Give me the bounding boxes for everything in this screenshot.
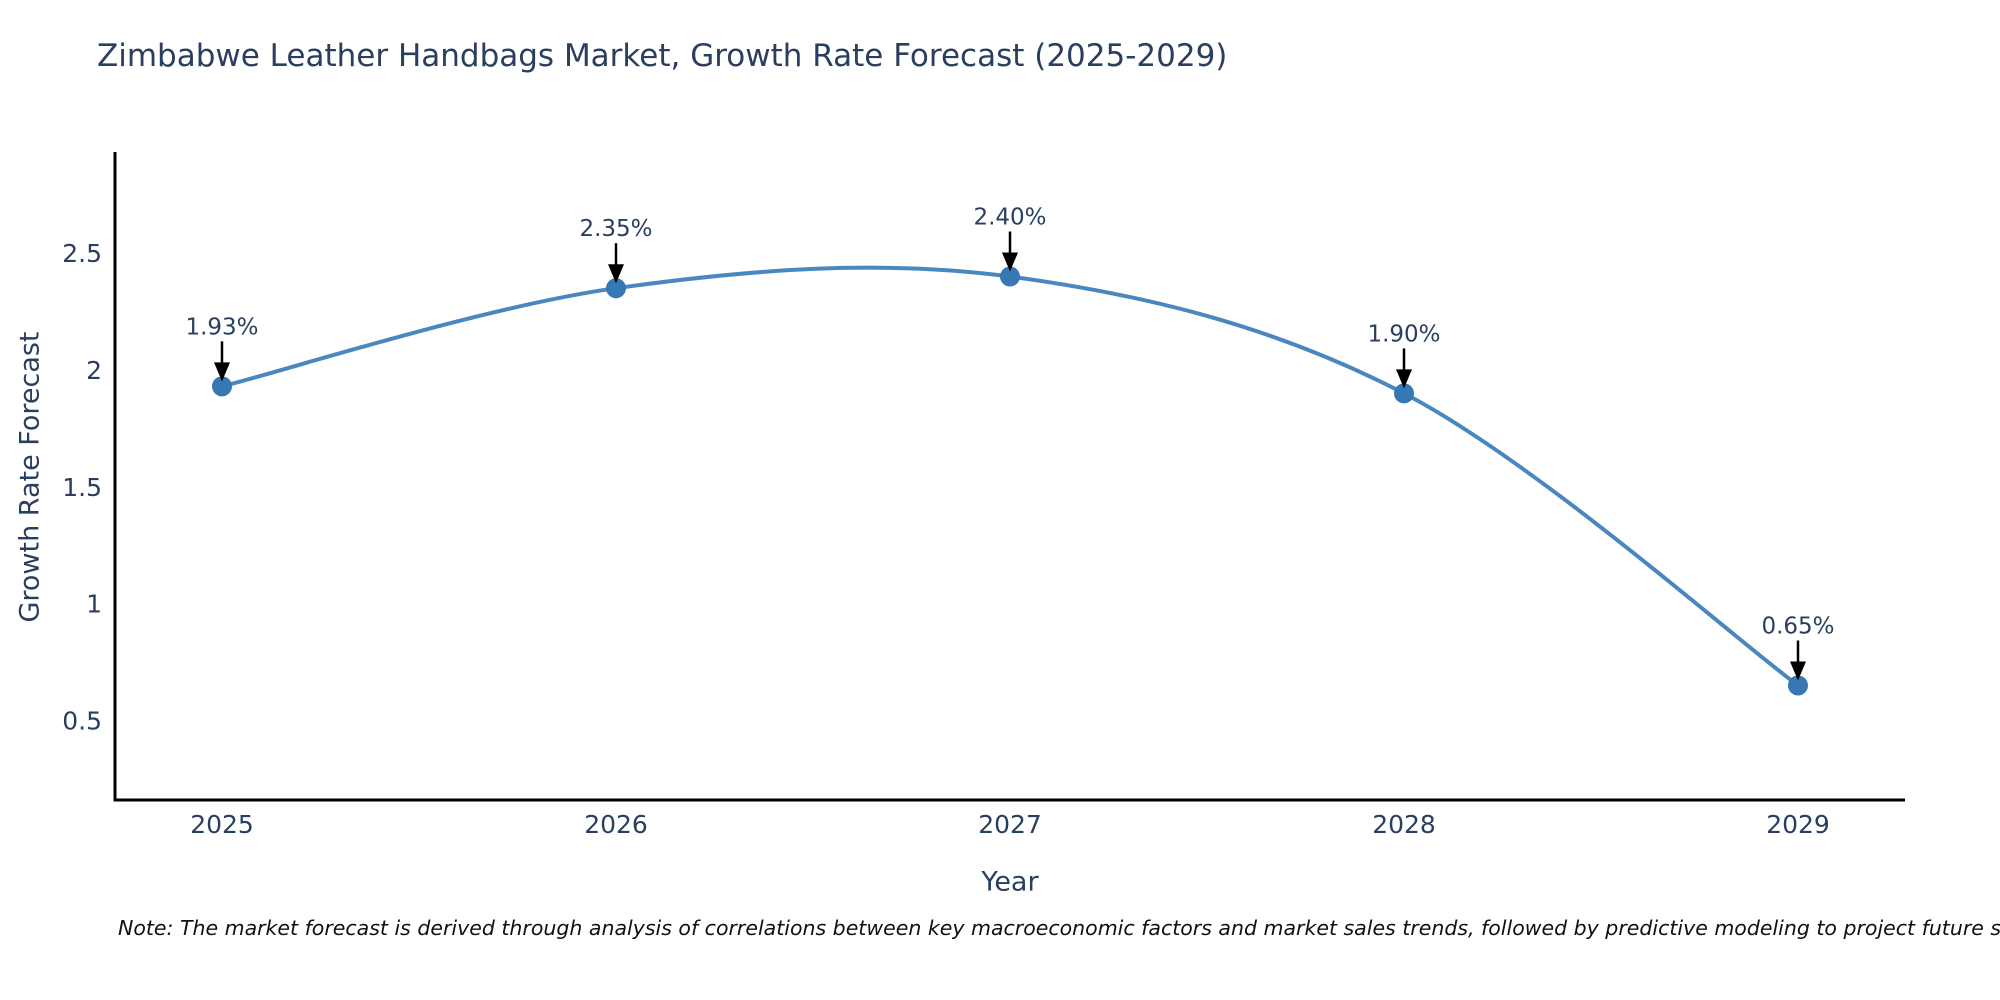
data-point-2028[interactable] xyxy=(1394,383,1414,404)
y-tick-label: 2.5 xyxy=(62,239,102,268)
data-point-2025[interactable] xyxy=(212,376,232,397)
data-point-2029[interactable] xyxy=(1788,675,1808,696)
footnote: Note: The market forecast is derived thr… xyxy=(118,916,2000,940)
annotation-arrowhead-icon xyxy=(608,264,624,284)
point-annotation-label: 2.35% xyxy=(579,216,652,242)
annotation-arrowhead-icon xyxy=(1396,369,1412,389)
y-tick-label: 2 xyxy=(86,356,102,385)
y-tick-label: 0.5 xyxy=(62,707,102,736)
x-tick-label: 2025 xyxy=(190,810,254,839)
x-tick-label: 2029 xyxy=(1766,810,1830,839)
annotation-arrowhead-icon xyxy=(1002,252,1018,272)
data-point-2026[interactable] xyxy=(606,278,626,299)
y-tick-label: 1 xyxy=(86,590,102,619)
data-point-2027[interactable] xyxy=(1000,266,1020,287)
annotation-arrowhead-icon xyxy=(1790,661,1806,681)
y-tick-label: 1.5 xyxy=(62,473,102,502)
chart-title: Zimbabwe Leather Handbags Market, Growth… xyxy=(97,38,1228,74)
x-axis-title: Year xyxy=(981,866,1039,898)
point-annotation-label: 0.65% xyxy=(1761,613,1834,639)
point-annotation-label: 1.90% xyxy=(1367,321,1440,347)
annotation-arrowhead-icon xyxy=(214,362,230,382)
y-axis-title: Growth Rate Forecast xyxy=(14,331,46,623)
x-tick-label: 2026 xyxy=(584,810,648,839)
forecast-spline-line xyxy=(220,265,1800,688)
x-tick-label: 2027 xyxy=(978,810,1042,839)
x-tick-label: 2028 xyxy=(1372,810,1436,839)
point-annotation-label: 1.93% xyxy=(185,314,258,340)
point-annotation-label: 2.40% xyxy=(973,205,1046,231)
